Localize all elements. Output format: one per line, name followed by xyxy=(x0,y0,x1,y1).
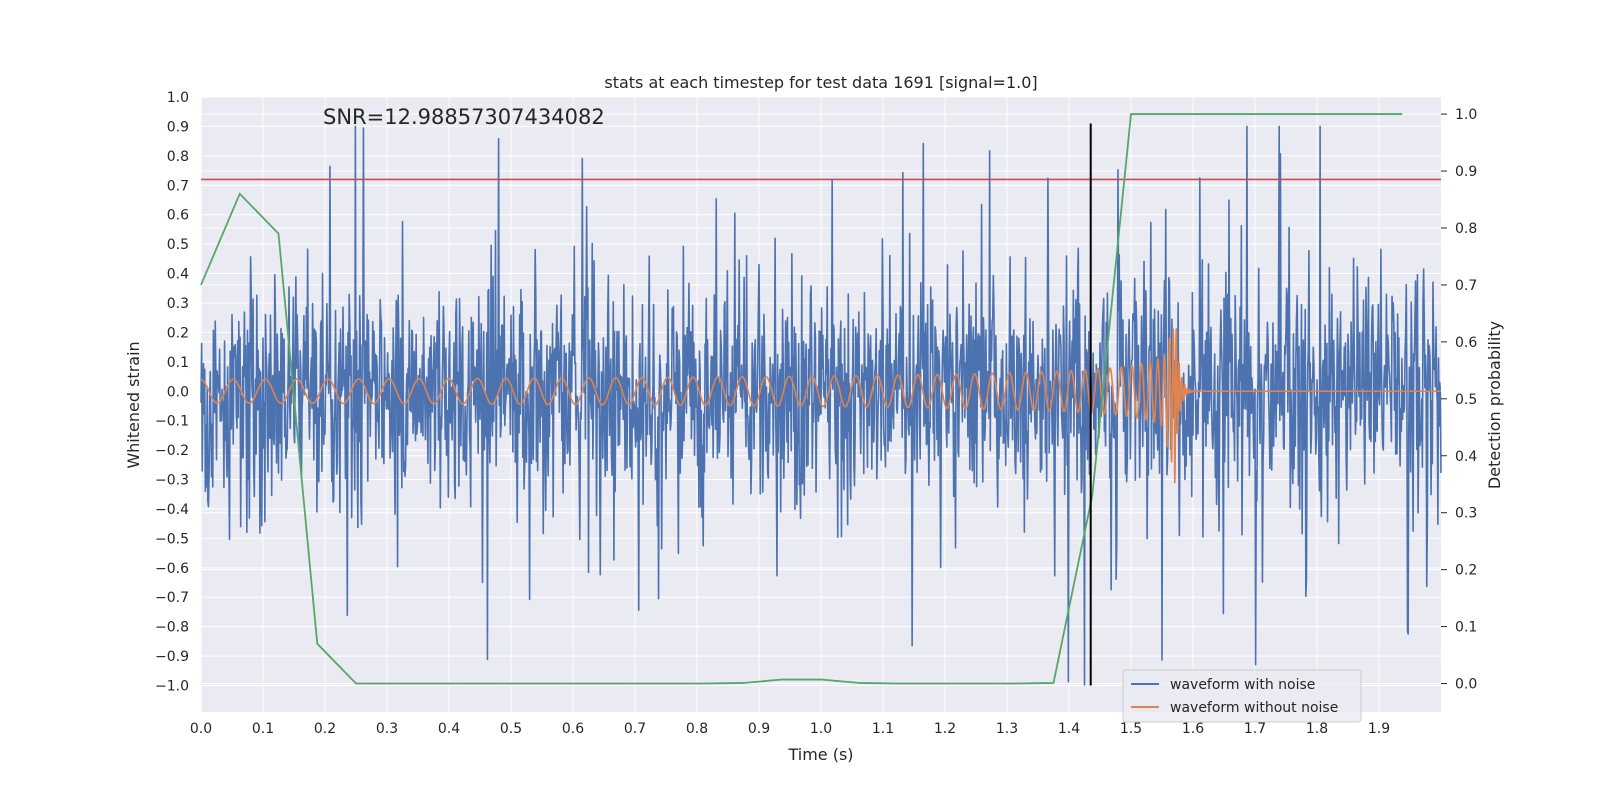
legend: waveform with noise waveform without noi… xyxy=(1122,669,1362,723)
x-tick-label: 0.0 xyxy=(190,721,212,737)
y-tick-label: 0.2 xyxy=(167,325,189,341)
y-tick-label: −0.6 xyxy=(155,561,189,577)
x-tick-label: 0.9 xyxy=(748,721,770,737)
y-tick-label: 0.1 xyxy=(167,355,189,371)
y-tick-label: −0.8 xyxy=(155,620,189,636)
y-tick-label: −0.1 xyxy=(155,414,189,430)
x-tick-label: 0.2 xyxy=(314,721,336,737)
x-tick-label: 1.2 xyxy=(934,721,956,737)
y-tick-label: 0.5 xyxy=(167,237,189,253)
x-tick-label: 1.4 xyxy=(1058,721,1080,737)
x-tick-label: 0.6 xyxy=(562,721,584,737)
snr-annotation: SNR=12.98857307434082 xyxy=(323,105,605,129)
x-tick-label: 1.7 xyxy=(1244,721,1266,737)
grid xyxy=(200,96,1441,712)
y2-tick-label: 0.0 xyxy=(1455,677,1477,693)
series-detection-probability xyxy=(200,113,1403,685)
y-tick-label: −0.3 xyxy=(155,473,189,489)
x-tick-label: 0.3 xyxy=(376,721,398,737)
series-waveform-with-noise xyxy=(200,125,1442,686)
y-tick-label: 1.0 xyxy=(167,90,189,106)
y-tick-label: −0.9 xyxy=(155,649,189,665)
x-axis-label: Time (s) xyxy=(787,745,853,764)
y-tick-label: −0.4 xyxy=(155,502,189,518)
y-tick-label: 0.3 xyxy=(167,296,189,312)
x-tick-label: 1.6 xyxy=(1182,721,1204,737)
y2-tick-label: 0.6 xyxy=(1455,335,1477,351)
y-tick-label: −0.5 xyxy=(155,531,189,547)
series-waveform-without-noise xyxy=(200,328,1442,484)
y-tick-label: 0.6 xyxy=(167,208,189,224)
legend-box xyxy=(1122,669,1362,723)
x-tick-label: 1.9 xyxy=(1368,721,1390,737)
y-axis-label: Whitened strain xyxy=(124,341,143,468)
legend-label-clean: waveform without noise xyxy=(1170,700,1338,716)
y-tick-label: 0.9 xyxy=(167,119,189,135)
series-layer xyxy=(200,113,1442,686)
x-tick-label: 1.3 xyxy=(996,721,1018,737)
y2-tick-label: 0.4 xyxy=(1455,449,1477,465)
ticks-layer: 0.0 0.1 0.2 0.3 0.4 0.5 0.6 0.7 0.8 0.9 1.0 1.1 1.2 1… xyxy=(155,90,1477,737)
y-tick-label: −0.2 xyxy=(155,443,189,459)
legend-label-noise: waveform with noise xyxy=(1170,677,1315,693)
y-tick-label: 0.7 xyxy=(167,178,189,194)
x-tick-label: 1.0 xyxy=(810,721,832,737)
y2-tick-label: 0.1 xyxy=(1455,620,1477,636)
x-tick-label: 0.8 xyxy=(686,721,708,737)
x-tick-label: 1.8 xyxy=(1306,721,1328,737)
x-tick-label: 0.1 xyxy=(252,721,274,737)
y2-tick-label: 0.9 xyxy=(1455,164,1477,180)
y2-tick-label: 0.7 xyxy=(1455,278,1477,294)
y2-tick-label: 1.0 xyxy=(1455,107,1477,123)
y2-tick-label: 0.3 xyxy=(1455,506,1477,522)
x-tick-label: 0.7 xyxy=(624,721,646,737)
x-tick-label: 1.1 xyxy=(872,721,894,737)
y-tick-label: −0.7 xyxy=(155,590,189,606)
y-tick-label: 0.0 xyxy=(167,384,189,400)
y2-tick-label: 0.2 xyxy=(1455,563,1477,579)
y-tick-label: 0.8 xyxy=(167,149,189,165)
x-tick-label: 0.4 xyxy=(438,721,460,737)
y2-tick-label: 0.5 xyxy=(1455,392,1477,408)
x-tick-label: 0.5 xyxy=(500,721,522,737)
chart-title: stats at each timestep for test data 169… xyxy=(604,73,1037,92)
y-tick-label: 0.4 xyxy=(167,267,189,283)
y2-tick-label: 0.8 xyxy=(1455,221,1477,237)
y2-axis-label: Detection probability xyxy=(1485,321,1504,489)
y-tick-label: −1.0 xyxy=(155,679,189,695)
x-tick-label: 1.5 xyxy=(1120,721,1142,737)
